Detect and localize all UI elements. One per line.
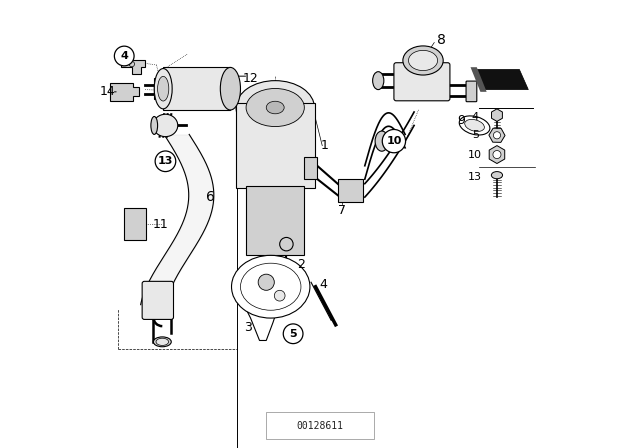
Text: 11: 11 bbox=[153, 217, 169, 231]
Circle shape bbox=[275, 290, 285, 301]
Ellipse shape bbox=[280, 260, 293, 268]
FancyBboxPatch shape bbox=[266, 412, 374, 439]
FancyBboxPatch shape bbox=[246, 186, 305, 255]
Text: 4: 4 bbox=[471, 112, 478, 122]
Text: 3: 3 bbox=[244, 320, 252, 334]
Polygon shape bbox=[110, 83, 140, 101]
Text: 2: 2 bbox=[297, 258, 305, 271]
Text: 10: 10 bbox=[386, 136, 402, 146]
Ellipse shape bbox=[157, 77, 169, 101]
FancyBboxPatch shape bbox=[124, 208, 146, 240]
Circle shape bbox=[284, 324, 303, 344]
Circle shape bbox=[258, 274, 275, 290]
Ellipse shape bbox=[372, 72, 384, 90]
Ellipse shape bbox=[241, 263, 301, 310]
Circle shape bbox=[280, 237, 293, 251]
Circle shape bbox=[493, 132, 500, 139]
Circle shape bbox=[493, 151, 501, 159]
Polygon shape bbox=[470, 67, 486, 92]
FancyBboxPatch shape bbox=[154, 78, 164, 99]
Text: 13: 13 bbox=[157, 156, 173, 166]
FancyBboxPatch shape bbox=[236, 103, 315, 188]
Text: 1: 1 bbox=[321, 139, 328, 152]
FancyBboxPatch shape bbox=[142, 281, 173, 319]
Ellipse shape bbox=[465, 120, 484, 131]
Ellipse shape bbox=[460, 116, 490, 135]
Text: 10: 10 bbox=[468, 150, 481, 159]
Ellipse shape bbox=[153, 114, 178, 137]
Ellipse shape bbox=[156, 338, 168, 345]
Ellipse shape bbox=[246, 89, 305, 127]
Ellipse shape bbox=[375, 131, 388, 151]
FancyBboxPatch shape bbox=[394, 63, 450, 101]
Text: 4: 4 bbox=[120, 51, 128, 61]
Ellipse shape bbox=[151, 116, 157, 134]
Ellipse shape bbox=[492, 172, 502, 179]
Text: 14: 14 bbox=[99, 85, 115, 99]
Text: 12: 12 bbox=[243, 72, 259, 85]
Circle shape bbox=[155, 151, 176, 172]
Ellipse shape bbox=[154, 69, 172, 109]
FancyBboxPatch shape bbox=[466, 81, 477, 102]
Ellipse shape bbox=[236, 81, 314, 134]
Text: 9: 9 bbox=[457, 114, 465, 128]
Text: 13: 13 bbox=[468, 172, 481, 182]
Ellipse shape bbox=[408, 51, 438, 71]
Text: 00128611: 00128611 bbox=[296, 421, 344, 431]
Ellipse shape bbox=[220, 67, 241, 110]
Polygon shape bbox=[472, 69, 529, 90]
Ellipse shape bbox=[403, 46, 443, 75]
Text: 6: 6 bbox=[206, 190, 214, 204]
Circle shape bbox=[115, 46, 134, 66]
Ellipse shape bbox=[154, 337, 172, 347]
Text: 5: 5 bbox=[289, 329, 297, 339]
FancyBboxPatch shape bbox=[305, 157, 317, 179]
Ellipse shape bbox=[232, 255, 310, 318]
FancyBboxPatch shape bbox=[163, 67, 230, 110]
Polygon shape bbox=[121, 60, 145, 74]
Text: 5: 5 bbox=[472, 130, 479, 140]
Text: 8: 8 bbox=[436, 33, 445, 47]
Text: 4: 4 bbox=[319, 278, 328, 291]
FancyBboxPatch shape bbox=[338, 179, 363, 202]
Text: 7: 7 bbox=[339, 204, 346, 217]
Circle shape bbox=[382, 129, 406, 153]
Ellipse shape bbox=[266, 101, 284, 114]
